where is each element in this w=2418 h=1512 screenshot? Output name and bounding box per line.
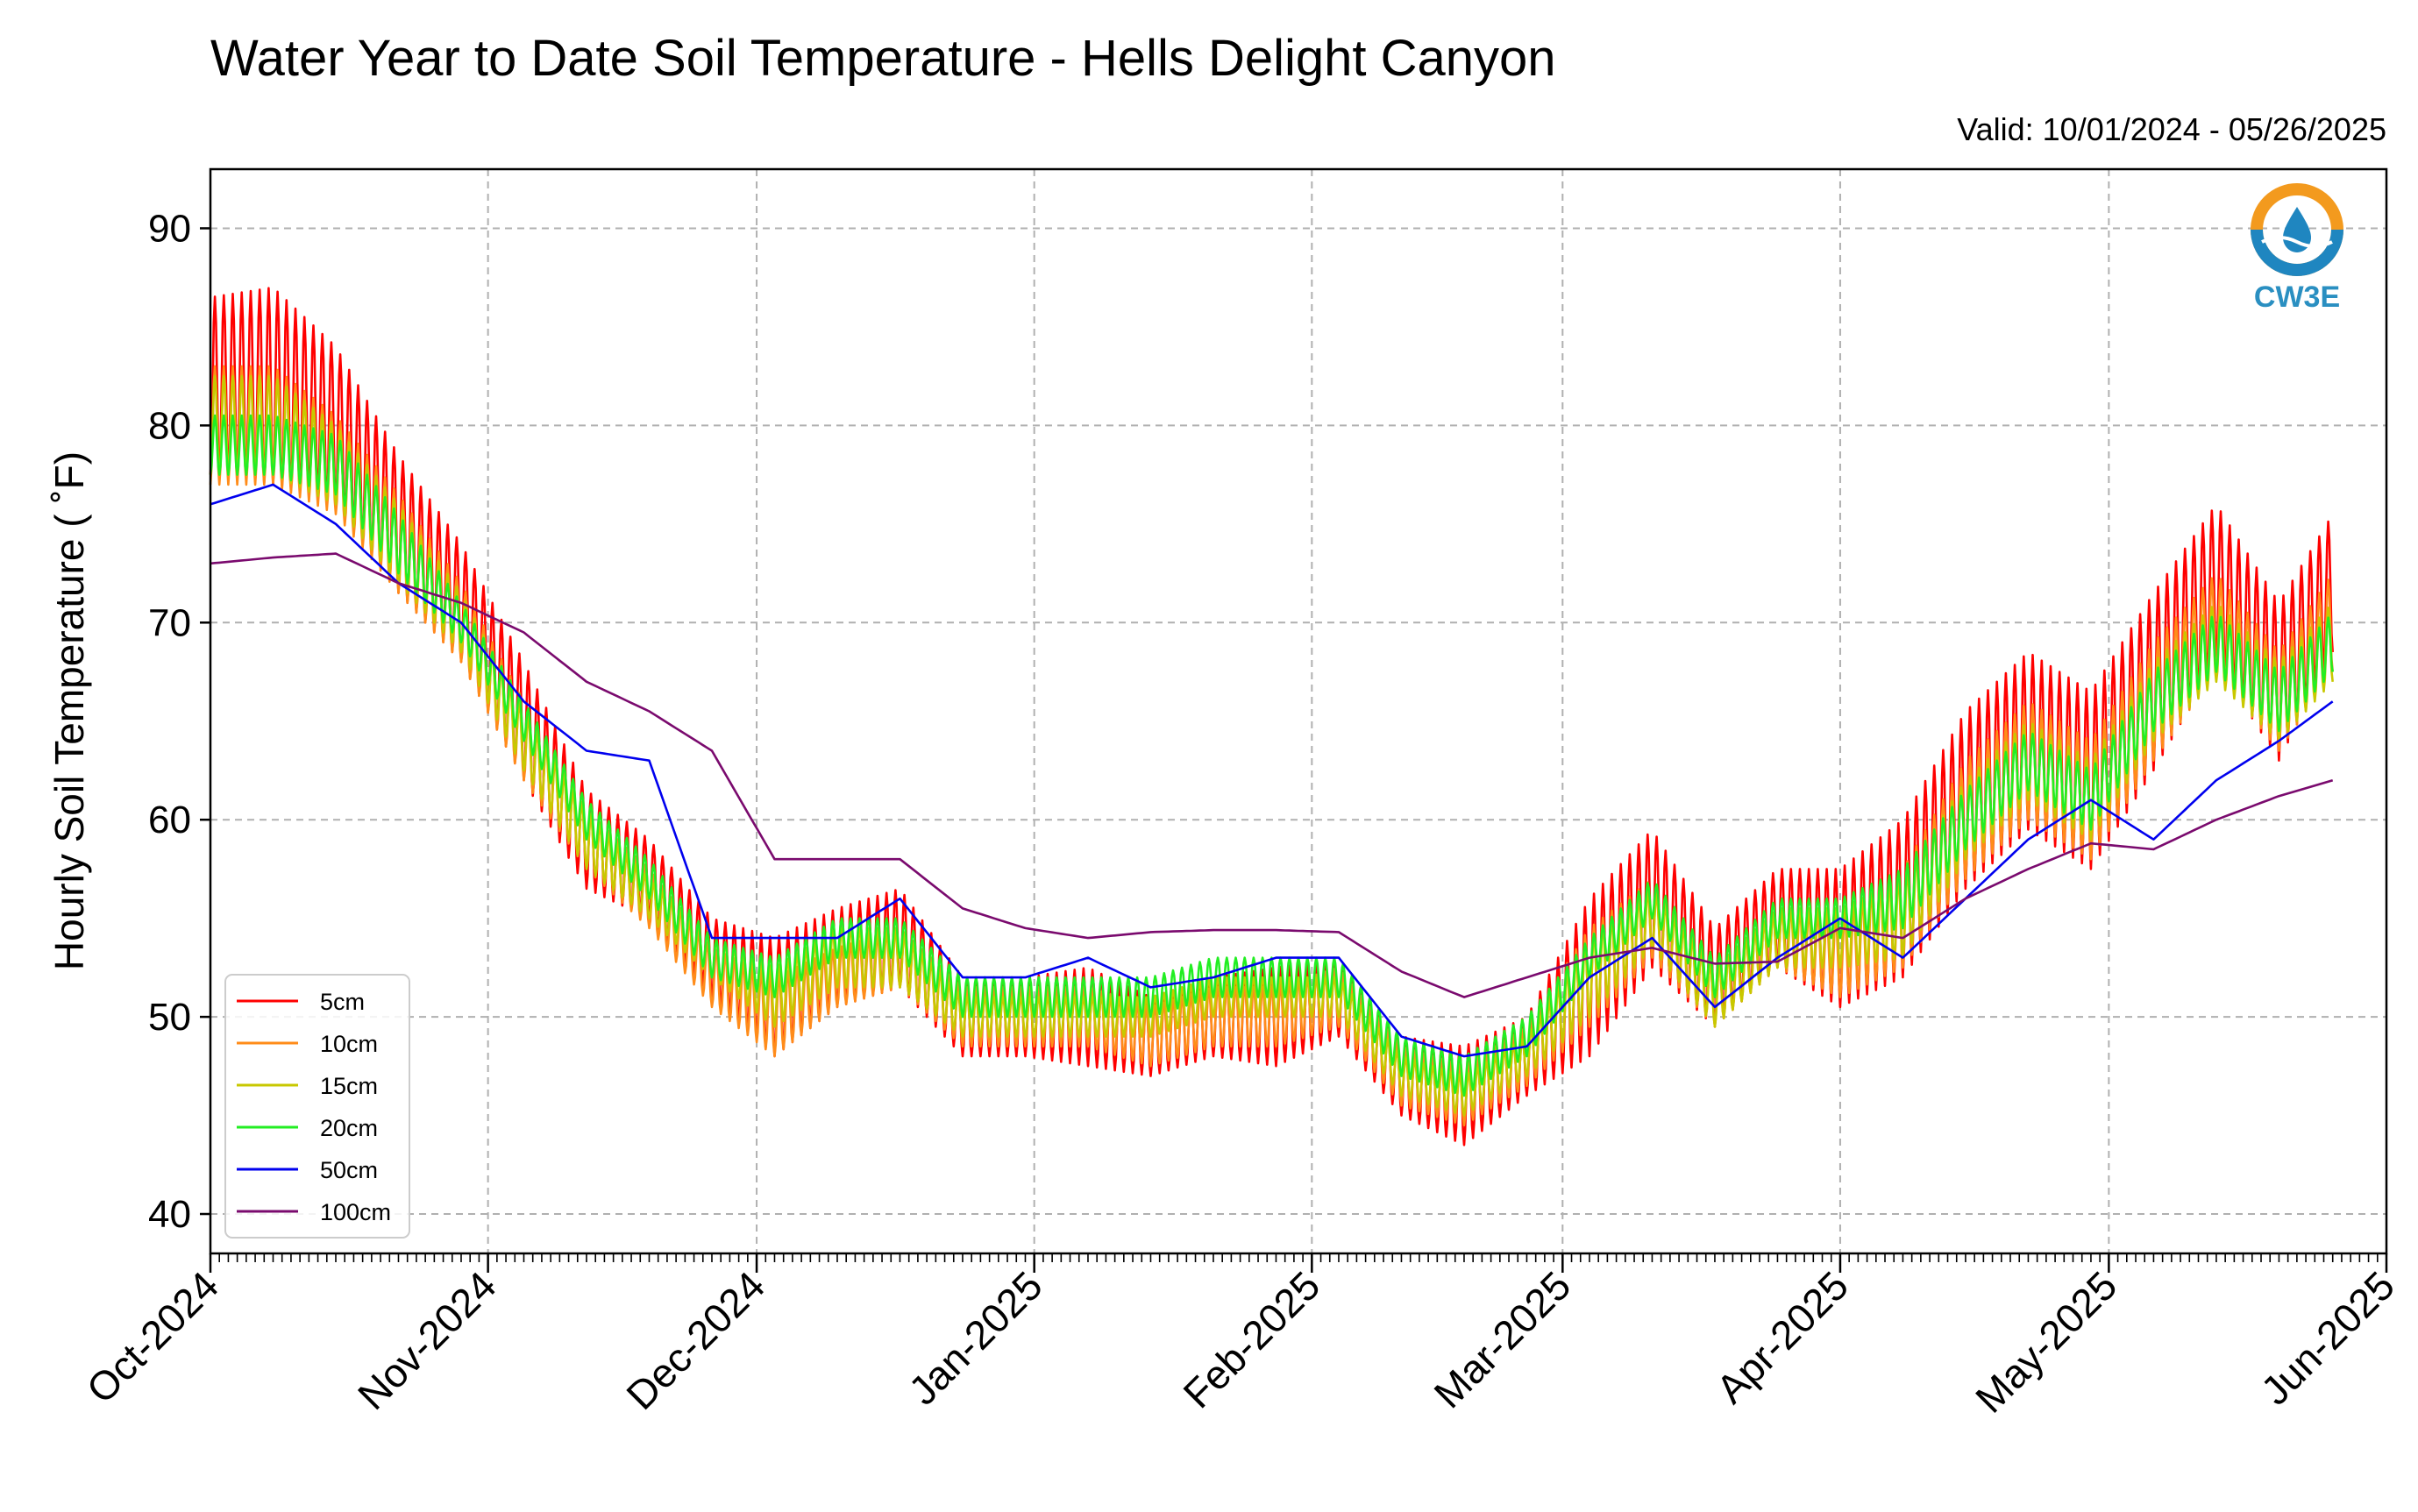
y-tick-label: 40 xyxy=(148,1193,191,1236)
y-tick-label: 70 xyxy=(148,601,191,644)
legend-label-100cm: 100cm xyxy=(320,1199,391,1225)
x-tick-label: Mar-2025 xyxy=(1425,1262,1579,1416)
legend-label-10cm: 10cm xyxy=(320,1031,378,1057)
legend: 5cm 10cm 15cm 20cm 50cm 100cm xyxy=(224,974,410,1239)
y-tick-label: 80 xyxy=(148,404,191,447)
series-line-100cm xyxy=(210,552,2334,998)
y-tick-label: 50 xyxy=(148,996,191,1039)
series-lines xyxy=(209,287,2334,1146)
legend-label-50cm: 50cm xyxy=(320,1157,378,1183)
x-minor-ticks xyxy=(210,1253,2387,1262)
x-tick-label: Apr-2025 xyxy=(1707,1262,1857,1412)
chart-title: Water Year to Date Soil Temperature - He… xyxy=(210,30,1556,87)
x-axis-ticks: Oct-2024 Nov-2024 Dec-2024 Jan-2025 Feb-2025… xyxy=(78,1253,2403,1422)
series-line-5cm xyxy=(209,287,2334,1146)
logo-drop-icon xyxy=(2283,207,2311,252)
series-line-15cm xyxy=(209,374,2334,1117)
series-line-20cm xyxy=(209,414,2334,1097)
y-axis-ticks: 40 50 60 70 80 90 xyxy=(148,207,210,1236)
x-tick-label: Oct-2024 xyxy=(78,1262,228,1412)
x-tick-label: Dec-2024 xyxy=(617,1262,773,1418)
legend-box xyxy=(224,974,410,1239)
y-axis-label: Hourly Soil Temperature ( ˚F) xyxy=(46,451,92,970)
series-line-50cm xyxy=(210,483,2334,1058)
logo-text: CW3E xyxy=(2254,280,2340,314)
logo-wave-stripe xyxy=(2261,236,2333,248)
logo-wave-icon xyxy=(2251,230,2343,276)
x-tick-label: May-2025 xyxy=(1966,1262,2125,1421)
cw3e-logo: CW3E xyxy=(2251,183,2343,314)
chart-subtitle: Valid: 10/01/2024 - 05/26/2025 xyxy=(1957,111,2386,147)
x-tick-label: Feb-2025 xyxy=(1174,1262,1328,1416)
x-tick-label: Jan-2025 xyxy=(900,1262,1050,1413)
legend-label-5cm: 5cm xyxy=(320,989,365,1015)
y-tick-label: 90 xyxy=(148,207,191,250)
x-tick-label: Nov-2024 xyxy=(349,1262,505,1418)
legend-label-20cm: 20cm xyxy=(320,1115,378,1141)
legend-label-15cm: 15cm xyxy=(320,1073,378,1099)
x-tick-label: Jun-2025 xyxy=(2252,1262,2403,1413)
plot-frame xyxy=(209,167,2388,1255)
y-tick-label: 60 xyxy=(148,799,191,841)
